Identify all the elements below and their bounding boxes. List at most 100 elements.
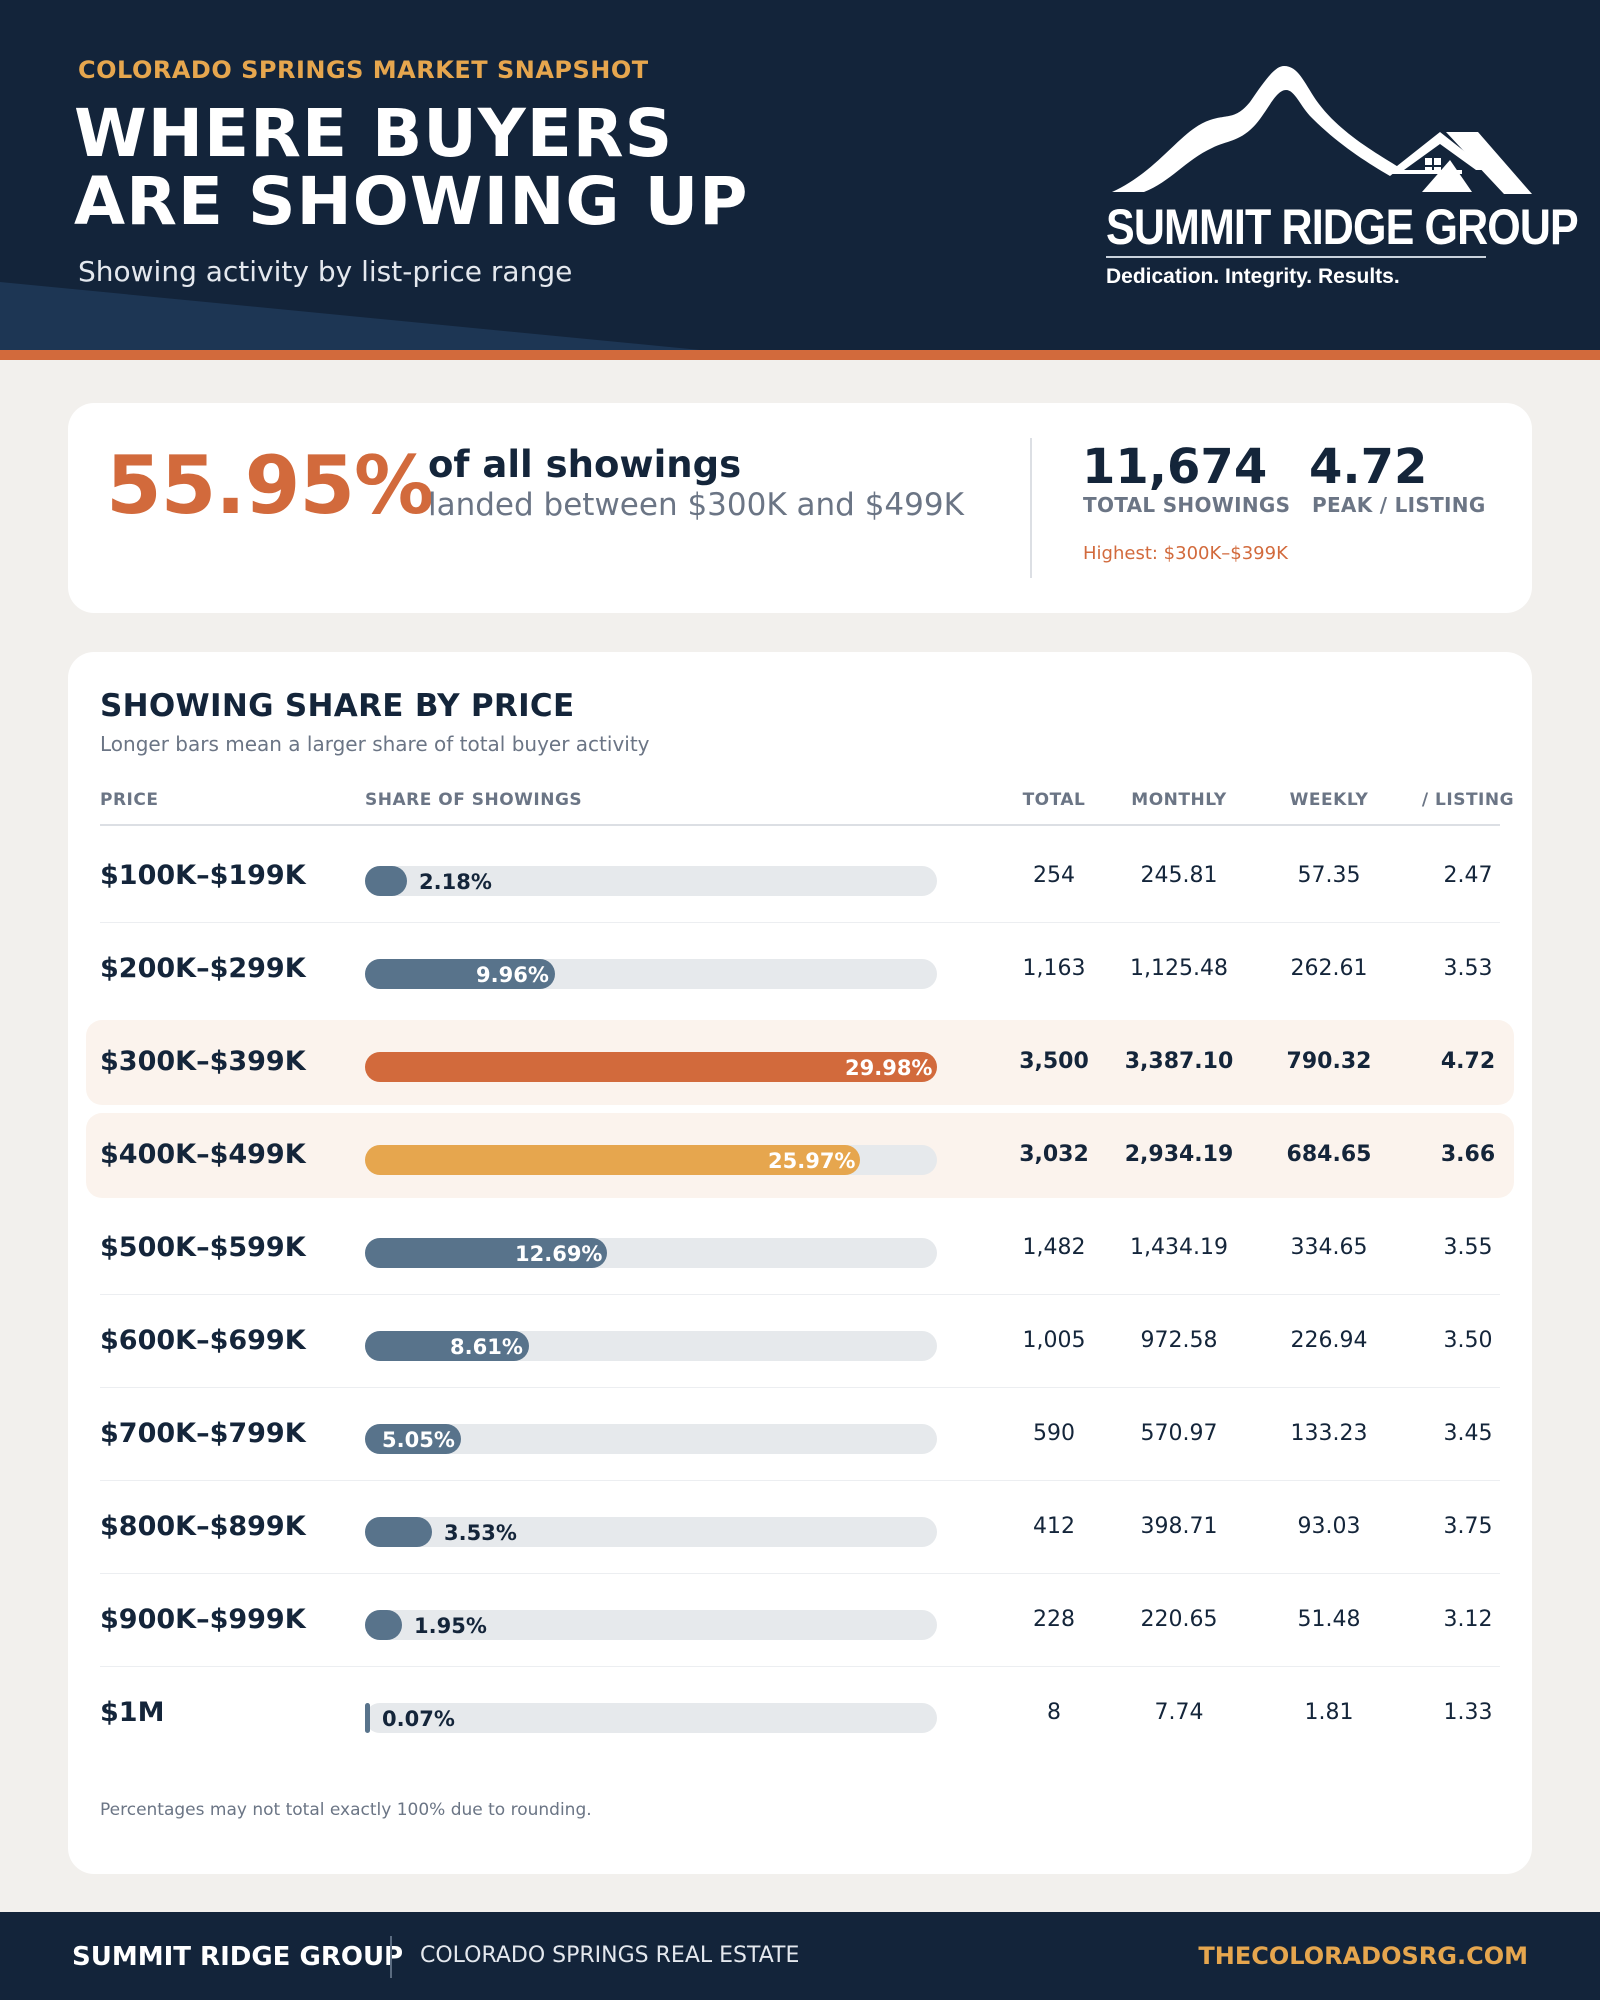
share-percent-label: 5.05%: [382, 1428, 455, 1452]
cell-total: 412: [1033, 1514, 1075, 1539]
share-bar-track: 5.05%: [365, 1424, 937, 1454]
cell-per-listing: 1.33: [1443, 1700, 1493, 1725]
kpi-headline: of all showings: [428, 443, 742, 486]
price-range-label: $400K–$499K: [100, 1139, 306, 1170]
price-range-label: $800K–$899K: [100, 1511, 306, 1542]
price-range-label: $300K–$399K: [100, 1046, 306, 1077]
column-header-monthly: MONTHLY: [1131, 790, 1227, 810]
share-bar-track: 0.07%: [365, 1703, 937, 1733]
header-banner: COLORADO SPRINGS MARKET SNAPSHOT WHERE B…: [0, 0, 1600, 350]
price-range-label: $200K–$299K: [100, 953, 306, 984]
eyebrow-text: COLORADO SPRINGS MARKET SNAPSHOT: [78, 56, 649, 84]
price-range-label: $100K–$199K: [100, 860, 306, 891]
kpi-total-showings-label: TOTAL SHOWINGS: [1083, 493, 1291, 517]
table-row: $600K–$699K 8.61% 1,005 972.58 226.94 3.50: [68, 1295, 1532, 1388]
kpi-divider: [1030, 438, 1032, 578]
cell-monthly: 1,125.48: [1130, 956, 1228, 981]
kpi-description: landed between $300K and $499K: [428, 487, 964, 523]
footer-subtitle: COLORADO SPRINGS REAL ESTATE: [420, 1943, 800, 1968]
row-separator: [100, 1480, 1500, 1481]
share-bar: [365, 1424, 461, 1454]
share-bar: [365, 866, 407, 896]
share-percent-label: 25.97%: [768, 1149, 856, 1173]
column-header-price: PRICE: [100, 790, 159, 810]
row-separator: [100, 1573, 1500, 1574]
price-range-label: $500K–$599K: [100, 1232, 306, 1263]
mountain-house-icon: [1112, 66, 1532, 194]
price-range-label: $700K–$799K: [100, 1418, 306, 1449]
footer-brand: SUMMIT RIDGE GROUP: [72, 1942, 404, 1972]
footer-website-link[interactable]: THECOLORADOSRG.COM: [1198, 1942, 1528, 1970]
row-separator: [100, 1387, 1500, 1388]
cell-total: 590: [1033, 1421, 1075, 1446]
cell-per-listing: 2.47: [1443, 863, 1493, 888]
kpi-share-percent: 55.95%: [106, 439, 434, 532]
cell-weekly: 262.61: [1290, 956, 1368, 981]
cell-weekly: 334.65: [1290, 1235, 1368, 1260]
share-bar: [365, 1703, 370, 1733]
price-range-label: $900K–$999K: [100, 1604, 306, 1635]
cell-monthly: 2,934.19: [1124, 1142, 1234, 1167]
cell-monthly: 7.74: [1154, 1700, 1204, 1725]
cell-per-listing: 3.12: [1443, 1607, 1493, 1632]
share-percent-label: 12.69%: [515, 1242, 603, 1266]
cell-monthly: 1,434.19: [1130, 1235, 1228, 1260]
share-bar: [365, 1517, 432, 1547]
row-separator: [100, 1666, 1500, 1667]
cell-per-listing: 3.45: [1443, 1421, 1493, 1446]
cell-weekly: 133.23: [1290, 1421, 1368, 1446]
share-bar: [365, 1331, 529, 1361]
cell-total: 1,005: [1022, 1328, 1086, 1353]
cell-total: 1,163: [1022, 956, 1086, 981]
header-wedge-shape: [0, 282, 700, 350]
table-row: $800K–$899K 3.53% 412 398.71 93.03 3.75: [68, 1481, 1532, 1574]
header-accent-stripe: [0, 350, 1600, 360]
share-bar-track: 9.96%: [365, 959, 937, 989]
page-subtitle: Showing activity by list-price range: [78, 255, 573, 288]
share-percent-label: 0.07%: [382, 1707, 455, 1731]
chart-title: SHOWING SHARE BY PRICE: [100, 688, 575, 724]
logo-wordmark: SUMMIT RIDGE GROUP: [1106, 199, 1579, 255]
table-row: $500K–$599K 12.69% 1,482 1,434.19 334.65 3.55: [68, 1202, 1532, 1295]
kpi-peak-label: PEAK / LISTING: [1312, 493, 1486, 517]
share-bar-track: 3.53%: [365, 1517, 937, 1547]
cell-total: 8: [1047, 1700, 1061, 1725]
cell-total: 228: [1033, 1607, 1075, 1632]
cell-weekly: 1.81: [1304, 1700, 1354, 1725]
share-bar-track: 25.97%: [365, 1145, 937, 1175]
share-bar-track: 29.98%: [365, 1052, 937, 1082]
table-row: $400K–$499K 25.97% 3,032 2,934.19 684.65 3.66: [68, 1109, 1532, 1202]
share-bar: [365, 1052, 937, 1082]
column-header-weekly: WEEKLY: [1289, 790, 1369, 810]
share-percent-label: 29.98%: [845, 1056, 933, 1080]
cell-weekly: 93.03: [1297, 1514, 1361, 1539]
chart-subtitle: Longer bars mean a larger share of total…: [100, 732, 650, 756]
column-header-share: SHARE OF SHOWINGS: [365, 790, 583, 810]
kpi-highest-note: Highest: $300K–$399K: [1083, 543, 1288, 564]
share-bar-track: 8.61%: [365, 1331, 937, 1361]
table-row: $200K–$299K 9.96% 1,163 1,125.48 262.61 3.53: [68, 923, 1532, 1016]
cell-monthly: 245.81: [1140, 863, 1218, 888]
cell-total: 3,500: [1019, 1049, 1089, 1074]
header-rule: [100, 824, 1500, 826]
chart-card: SHOWING SHARE BY PRICE Longer bars mean …: [68, 652, 1532, 1874]
cell-monthly: 972.58: [1140, 1328, 1218, 1353]
share-bar-track: 1.95%: [365, 1610, 937, 1640]
cell-weekly: 684.65: [1286, 1142, 1372, 1167]
page-title-line-2: ARE SHOWING UP: [74, 163, 749, 240]
column-header-per-listing: / LISTING: [1421, 790, 1515, 810]
page-title: WHERE BUYERS ARE SHOWING UP: [74, 100, 834, 236]
cell-weekly: 51.48: [1297, 1607, 1361, 1632]
cell-per-listing: 3.66: [1440, 1142, 1496, 1167]
share-bar: [365, 959, 555, 989]
share-bar: [365, 1238, 607, 1268]
price-range-label: $1M: [100, 1697, 165, 1728]
table-row: $900K–$999K 1.95% 228 220.65 51.48 3.12: [68, 1574, 1532, 1667]
cell-per-listing: 3.75: [1443, 1514, 1493, 1539]
share-bar: [365, 1610, 402, 1640]
table-row: $1M 0.07% 8 7.74 1.81 1.33: [68, 1667, 1532, 1760]
share-bar: [365, 1145, 860, 1175]
table-row: $300K–$399K 29.98% 3,500 3,387.10 790.32 4.72: [68, 1016, 1532, 1109]
cell-per-listing: 4.72: [1440, 1049, 1496, 1074]
column-header-total: TOTAL: [1022, 790, 1086, 810]
